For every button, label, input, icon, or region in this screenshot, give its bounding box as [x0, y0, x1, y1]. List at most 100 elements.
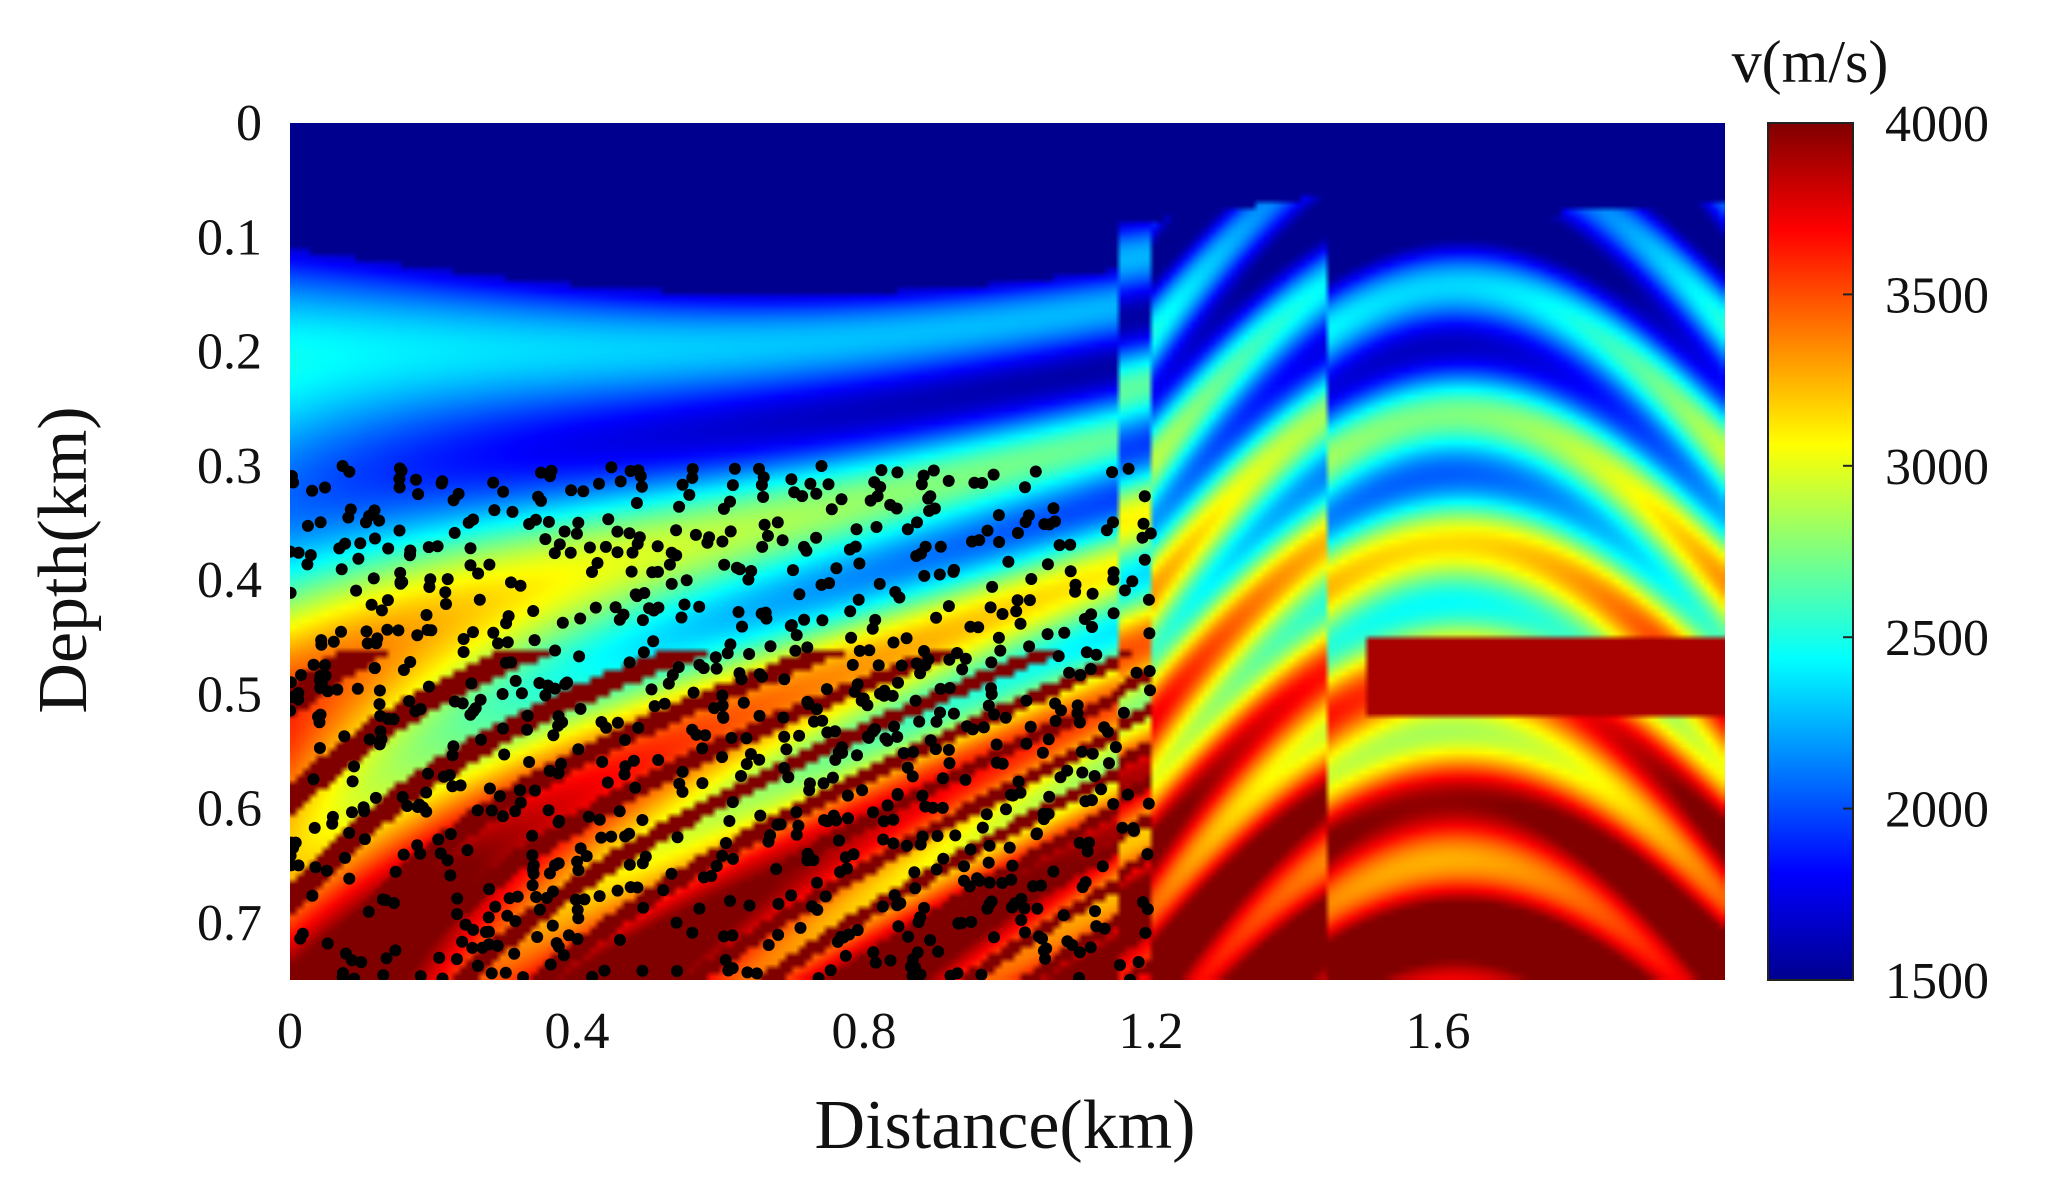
sample-point — [710, 860, 723, 872]
sample-point — [716, 535, 729, 548]
sample-point — [637, 901, 650, 914]
sample-point — [891, 466, 904, 479]
sample-point — [1042, 733, 1055, 746]
sample-point — [1037, 944, 1050, 957]
sample-point — [501, 909, 514, 922]
sample-point — [535, 494, 547, 507]
sample-point — [431, 540, 444, 553]
sample-point — [1002, 555, 1015, 568]
sample-point — [983, 876, 996, 889]
sample-point — [825, 503, 838, 516]
sample-point — [792, 819, 805, 832]
sample-point — [726, 479, 739, 492]
sample-point — [1086, 587, 1099, 600]
sample-point — [552, 857, 565, 870]
sample-point — [1023, 594, 1036, 607]
sample-point — [290, 586, 297, 599]
sample-point — [780, 743, 793, 756]
sample-point — [450, 953, 463, 966]
sample-point — [464, 559, 477, 572]
sample-point — [735, 770, 747, 782]
sample-point — [900, 839, 913, 852]
sample-point — [772, 897, 785, 910]
sample-point — [319, 659, 331, 672]
sample-point — [869, 956, 882, 969]
sample-point — [552, 719, 565, 732]
sample-point — [1116, 821, 1129, 834]
sample-point — [793, 588, 806, 601]
sample-point — [919, 659, 932, 672]
sample-point — [892, 920, 905, 933]
colorbar-tick-label: 3500 — [1885, 267, 1989, 324]
y-tick-label: 0.5 — [197, 666, 262, 723]
sample-point — [577, 485, 590, 498]
sample-point — [909, 694, 922, 707]
sample-point — [500, 617, 513, 630]
sample-point — [1109, 741, 1122, 754]
sample-point — [942, 600, 955, 613]
sample-point — [550, 937, 563, 950]
sample-point — [676, 478, 689, 491]
sample-point — [987, 468, 1000, 481]
sample-point — [744, 748, 757, 760]
sample-point — [492, 637, 504, 650]
sample-point — [1117, 706, 1130, 719]
sample-point — [719, 954, 732, 967]
sample-point — [955, 917, 968, 929]
sample-point — [911, 516, 923, 529]
sample-point — [1107, 798, 1120, 810]
y-tick-label: 0.6 — [197, 781, 262, 838]
sample-point — [909, 961, 921, 974]
sample-point — [716, 751, 728, 764]
sample-point — [1138, 490, 1151, 503]
sample-point — [1142, 797, 1155, 810]
sample-point — [726, 962, 739, 975]
sample-point — [972, 621, 985, 634]
sample-point — [487, 626, 500, 639]
sample-point — [451, 892, 464, 905]
sample-point — [717, 710, 729, 723]
sample-point — [1084, 663, 1097, 675]
sample-point — [394, 576, 407, 589]
sample-point — [403, 695, 416, 708]
sample-point — [740, 758, 753, 770]
sample-point — [907, 746, 920, 758]
sample-point — [996, 608, 1009, 620]
sample-point — [448, 526, 461, 539]
sample-point — [1003, 841, 1016, 854]
sample-point — [290, 470, 298, 482]
sample-point — [651, 540, 664, 553]
sample-point — [633, 531, 646, 544]
sample-point — [1061, 935, 1074, 948]
sample-point — [908, 866, 921, 879]
sample-point — [696, 742, 709, 755]
sample-point — [530, 891, 543, 903]
sample-point — [451, 908, 464, 921]
sample-point — [1010, 605, 1023, 618]
sample-point — [728, 462, 741, 475]
sample-point — [727, 852, 739, 865]
sample-point — [555, 757, 567, 770]
sample-point — [521, 723, 533, 736]
sample-point — [770, 863, 783, 875]
sample-point — [1042, 808, 1055, 820]
sample-point — [1069, 578, 1082, 591]
sample-point — [483, 938, 495, 951]
sample-point — [927, 464, 940, 477]
sample-point — [810, 487, 823, 500]
sample-point — [373, 514, 386, 527]
sample-point — [553, 538, 566, 551]
sample-point — [762, 939, 775, 951]
sample-point — [911, 946, 924, 959]
sample-point — [380, 952, 393, 965]
sample-point — [335, 625, 347, 638]
sample-point — [636, 814, 649, 826]
sample-point — [823, 577, 836, 590]
sample-point — [1107, 607, 1120, 620]
sample-point — [680, 574, 693, 587]
sample-point — [1053, 539, 1066, 552]
sample-point — [917, 469, 930, 482]
sample-point — [1020, 737, 1033, 750]
sample-point — [892, 676, 904, 689]
sample-point — [439, 586, 452, 599]
